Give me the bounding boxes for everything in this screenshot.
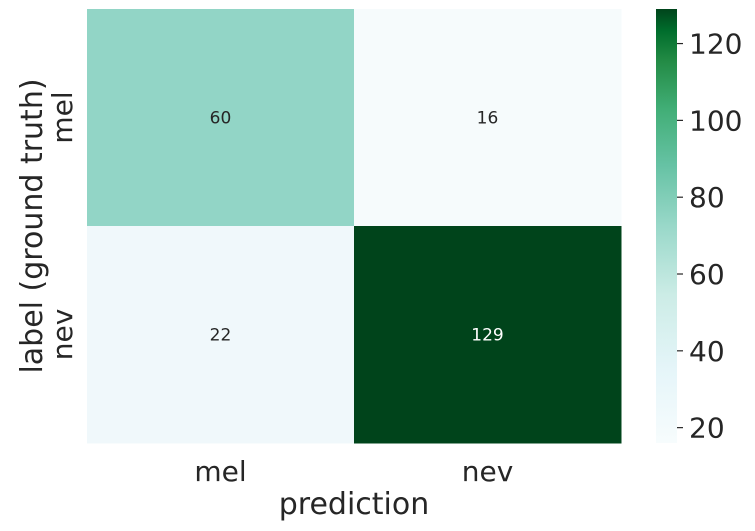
cell-value-label: 60 bbox=[210, 109, 232, 129]
heatmap-cells bbox=[87, 9, 622, 444]
heatmap-cell-mel-nev bbox=[354, 9, 622, 227]
cell-value-label: 16 bbox=[477, 109, 499, 129]
colorbar-tick-label: 80 bbox=[689, 181, 725, 214]
cell-value-label: 22 bbox=[210, 326, 232, 346]
colorbar-tick-label: 20 bbox=[689, 412, 725, 445]
x-tick-label: mel bbox=[194, 455, 246, 488]
colorbar-tick-label: 100 bbox=[689, 104, 742, 137]
heatmap-cell-labels: 60 16 22 129 bbox=[210, 109, 504, 346]
heatmap-cell-nev-nev bbox=[354, 226, 622, 444]
x-tick-label: nev bbox=[462, 455, 514, 488]
cell-value-label: 129 bbox=[471, 326, 503, 346]
y-tick-label: mel bbox=[46, 91, 79, 143]
colorbar-ticks: 20 40 60 80 100 120 bbox=[677, 28, 742, 445]
colorbar-tick-label: 120 bbox=[689, 28, 742, 61]
y-tick-label: nev bbox=[46, 309, 79, 361]
heatmap-cell-mel-mel bbox=[87, 9, 355, 227]
y-axis-label: label (ground truth) bbox=[15, 78, 50, 373]
colorbar-tick-label: 40 bbox=[689, 335, 725, 368]
colorbar-tick-label: 60 bbox=[689, 258, 725, 291]
y-tick-labels: mel nev bbox=[46, 91, 79, 360]
x-axis-label: prediction bbox=[279, 487, 430, 522]
x-tick-labels: mel nev bbox=[194, 455, 513, 488]
heatmap-cell-nev-mel bbox=[87, 226, 355, 444]
colorbar bbox=[656, 9, 677, 443]
